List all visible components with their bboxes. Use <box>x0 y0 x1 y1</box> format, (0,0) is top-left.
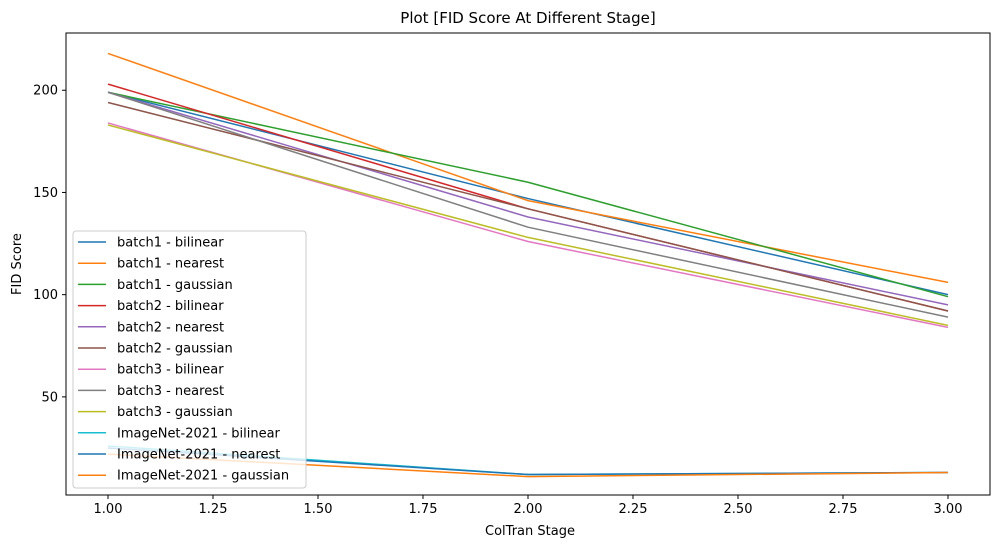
legend-label-10: ImageNet-2021 - nearest <box>117 448 280 463</box>
legend-label-1: batch1 - nearest <box>117 257 224 272</box>
chart-title: Plot [FID Score At Different Stage] <box>400 9 655 27</box>
x-tick-label: 1.50 <box>304 502 333 517</box>
legend-box <box>72 230 307 489</box>
legend-label-11: ImageNet-2021 - gaussian <box>117 469 289 484</box>
y-tick-label: 150 <box>33 186 58 201</box>
series-line-4 <box>107 91 949 306</box>
x-tick-label: 1.25 <box>199 502 228 517</box>
series-line-7 <box>107 91 949 318</box>
series-line-8 <box>107 124 949 327</box>
x-axis-ticks: 1.00 1.25 1.50 1.75 2.00 2.25 2.50 2.75 3.00 <box>94 495 963 517</box>
x-tick-label: 1.75 <box>409 502 438 517</box>
x-tick-label: 2.25 <box>619 502 648 517</box>
legend-label-6: batch3 - bilinear <box>117 363 224 378</box>
y-tick-label: 200 <box>33 84 58 99</box>
legend-label-9: ImageNet-2021 - bilinear <box>117 426 281 441</box>
x-tick-label: 1.00 <box>94 502 123 517</box>
legend-label-7: batch3 - nearest <box>117 384 224 399</box>
y-axis-ticks: 50 100 150 200 <box>33 84 66 405</box>
series-line-2 <box>107 91 949 298</box>
legend-label-0: batch1 - bilinear <box>117 236 224 251</box>
series-line-1 <box>107 52 949 284</box>
x-axis-label: ColTran Stage <box>485 524 575 539</box>
y-axis-label: FID Score <box>10 233 25 295</box>
y-tick-label: 50 <box>41 390 58 405</box>
legend: batch1 - bilinear batch1 - nearest batch1 … <box>72 230 307 489</box>
legend-label-5: batch2 - gaussian <box>117 342 233 357</box>
legend-label-4: batch2 - nearest <box>117 320 224 335</box>
x-tick-label: 3.00 <box>934 502 963 517</box>
x-tick-label: 2.00 <box>514 502 543 517</box>
x-tick-label: 2.50 <box>724 502 753 517</box>
legend-label-2: batch1 - gaussian <box>117 278 233 293</box>
series-line-0 <box>107 91 949 296</box>
legend-label-8: batch3 - gaussian <box>117 405 233 420</box>
legend-label-3: batch2 - bilinear <box>117 299 224 314</box>
y-tick-label: 100 <box>33 288 58 303</box>
x-tick-label: 2.75 <box>829 502 858 517</box>
